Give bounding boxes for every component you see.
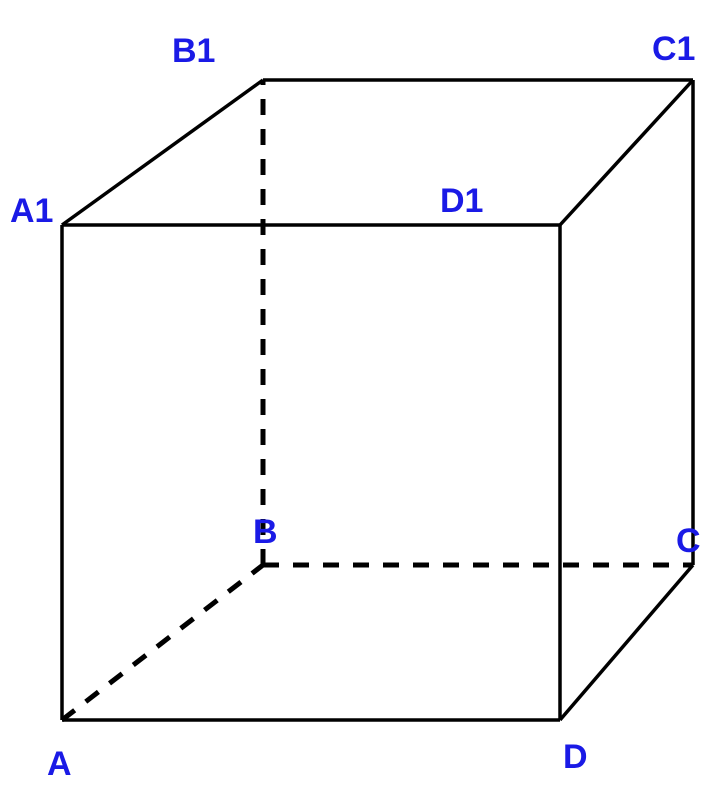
labels-layer: A D B C A1 D1 B1 C1 bbox=[10, 30, 701, 783]
label-A: A bbox=[47, 745, 72, 783]
label-B1: B1 bbox=[172, 32, 215, 70]
label-D1: D1 bbox=[440, 182, 483, 220]
edge-A-B bbox=[62, 565, 263, 720]
edges-layer bbox=[62, 80, 693, 720]
edge-D1-C1 bbox=[560, 80, 693, 225]
label-C: C bbox=[676, 522, 701, 560]
label-B: B bbox=[253, 513, 278, 551]
prism-diagram: A D B C A1 D1 B1 C1 bbox=[0, 0, 727, 800]
edge-A1-B1 bbox=[62, 80, 263, 225]
edge-D-C bbox=[560, 565, 693, 720]
label-D: D bbox=[563, 738, 588, 776]
label-A1: A1 bbox=[10, 192, 53, 230]
label-C1: C1 bbox=[652, 30, 695, 68]
